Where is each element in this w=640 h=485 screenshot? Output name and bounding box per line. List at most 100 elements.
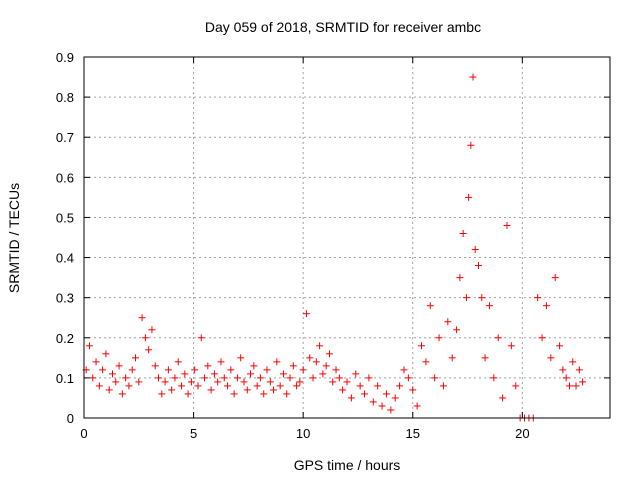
data-point [312,358,320,366]
data-point [309,374,317,382]
data-point [332,366,340,374]
data-point [352,370,360,378]
data-point [201,374,209,382]
data-point [365,374,373,382]
data-point [335,374,343,382]
data-point [184,390,192,398]
data-point [161,378,169,386]
data-point [92,358,100,366]
data-point [105,386,113,394]
data-point [490,374,498,382]
data-point [250,362,258,370]
x-tick-label: 0 [80,426,87,441]
data-point [171,374,179,382]
data-point [356,382,364,390]
data-point [562,374,570,382]
data-point [575,366,583,374]
data-point [322,362,330,370]
data-point [499,394,507,402]
data-point [102,350,110,358]
data-point [148,326,156,334]
data-point [224,382,232,390]
x-tick-label: 10 [296,426,310,441]
data-point [534,294,542,302]
data-point [456,274,464,282]
data-point [413,402,421,410]
data-point [503,221,511,229]
data-point [538,334,546,342]
data-point [293,382,301,390]
data-point [462,294,470,302]
data-point [194,382,202,390]
data-point [485,302,493,310]
data-point [444,318,452,326]
y-tick-label: 0.4 [56,251,74,266]
data-point [283,390,291,398]
data-point [404,374,412,382]
data-point [374,382,382,390]
gridlines [84,57,610,418]
data-point [507,342,515,350]
y-tick-label: 0 [67,411,74,426]
data-point [302,310,310,318]
data-point [233,374,241,382]
data-point [227,366,235,374]
data-point [132,354,140,362]
data-point [569,358,577,366]
data-point [396,382,404,390]
data-point [369,398,377,406]
axes [83,56,610,419]
data-point [572,382,580,390]
data-point [467,141,475,149]
data-point [378,402,386,410]
data-point [108,370,116,378]
data-point [276,382,284,390]
data-point [125,382,133,390]
data-point [197,334,205,342]
data-point [158,390,166,398]
data-point [435,334,443,342]
data-point [178,382,186,390]
data-point [181,370,189,378]
data-point [168,386,176,394]
data-point [214,378,222,386]
y-tick-label: 0.1 [56,371,74,386]
x-tick-label: 5 [190,426,197,441]
x-axis-label: GPS time / hours [294,457,401,473]
data-point [426,302,434,310]
y-axis-label: SRMTID / TECUs [6,183,22,293]
data-point [187,378,195,386]
data-point [319,370,327,378]
data-point [387,406,395,414]
data-point [329,378,337,386]
data-point [542,302,550,310]
data-point [296,378,304,386]
data-point [400,366,408,374]
data-point [204,362,212,370]
data-point [220,374,228,382]
data-point [325,350,333,358]
data-point [306,354,314,362]
data-point [512,382,520,390]
data-point [481,354,489,362]
data-point [565,382,573,390]
data-point [465,193,473,201]
data-point [260,390,268,398]
data-point [494,334,502,342]
data-point [286,374,294,382]
data-point [469,73,477,81]
y-tick-labels: 0 0.1 0.2 0.3 0.4 0.5 0.6 0.7 0.8 0.9 [56,50,74,426]
data-point [343,378,351,386]
data-point [478,294,486,302]
data-point [316,342,324,350]
data-point [422,358,430,366]
data-point [191,366,199,374]
x-tick-label: 15 [406,426,420,441]
data-point [151,362,159,370]
data-point [431,374,439,382]
data-point [115,362,123,370]
plot-frame [83,56,611,419]
data-point [210,370,218,378]
data-point [99,366,107,374]
